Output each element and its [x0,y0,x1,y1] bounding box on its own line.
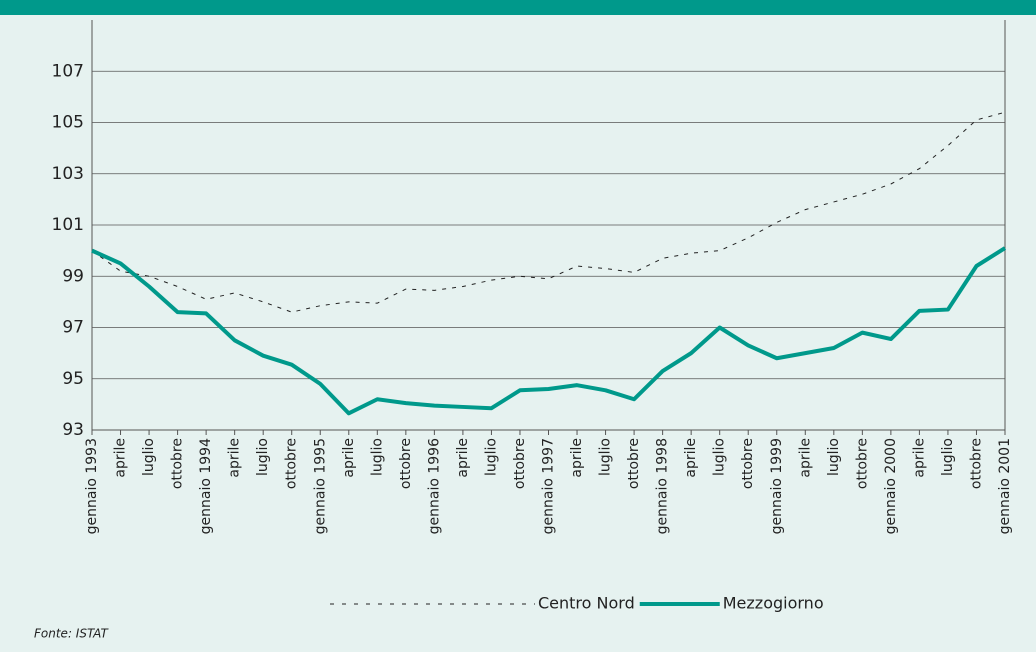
y-tick-label: 93 [62,420,84,440]
x-tick-label: aprile [341,438,357,478]
x-tick-label: ottobre [740,438,756,489]
x-tick-label: luglio [598,438,614,476]
x-tick-label: ottobre [512,438,528,489]
x-tick-label: aprile [683,438,699,478]
x-tick-label: gennaio 1993 [84,438,100,534]
x-tick-label: luglio [940,438,956,476]
x-tick-label: gennaio 1999 [769,438,785,534]
x-tick-label: aprile [113,438,129,478]
x-tick-label: gennaio 2000 [883,438,899,534]
y-tick-label: 103 [52,164,84,184]
x-tick-label: luglio [255,438,271,476]
y-tick-label: 97 [62,318,84,338]
y-tick-label: 105 [52,113,84,133]
source-note: Fonte: ISTAT [34,627,110,641]
x-tick-label: luglio [141,438,157,476]
x-tick-label: ottobre [398,438,414,489]
y-tick-label: 101 [52,215,84,235]
x-tick-label: gennaio 2001 [997,438,1013,534]
x-tick-label: gennaio 1995 [312,438,328,534]
x-tick-label: aprile [569,438,585,478]
x-tick-label: gennaio 1994 [198,438,214,534]
y-tick-label: 99 [62,266,84,286]
x-tick-label: gennaio 1997 [541,438,557,534]
y-tick-label: 95 [62,369,84,389]
series-line [91,246,1007,416]
x-tick-label: luglio [369,438,385,476]
x-tick-label: ottobre [854,438,870,489]
x-tick-label: ottobre [968,438,984,489]
x-tick-label: aprile [797,438,813,478]
top-band [0,0,1036,15]
x-tick-label: ottobre [626,438,642,489]
x-tick-label: aprile [455,438,471,478]
x-tick-label: ottobre [170,438,186,489]
y-tick-label: 107 [52,61,84,81]
legend-label: Mezzogiorno [723,594,824,613]
x-tick-label: luglio [826,438,842,476]
x-tick-label: luglio [483,438,499,476]
x-tick-label: luglio [712,438,728,476]
x-tick-label: ottobre [284,438,300,489]
legend-label: Centro Nord [538,594,635,613]
x-tick-label: aprile [911,438,927,478]
x-tick-label: gennaio 1996 [426,438,442,534]
x-tick-label: gennaio 1998 [655,438,671,534]
x-tick-label: aprile [227,438,243,478]
